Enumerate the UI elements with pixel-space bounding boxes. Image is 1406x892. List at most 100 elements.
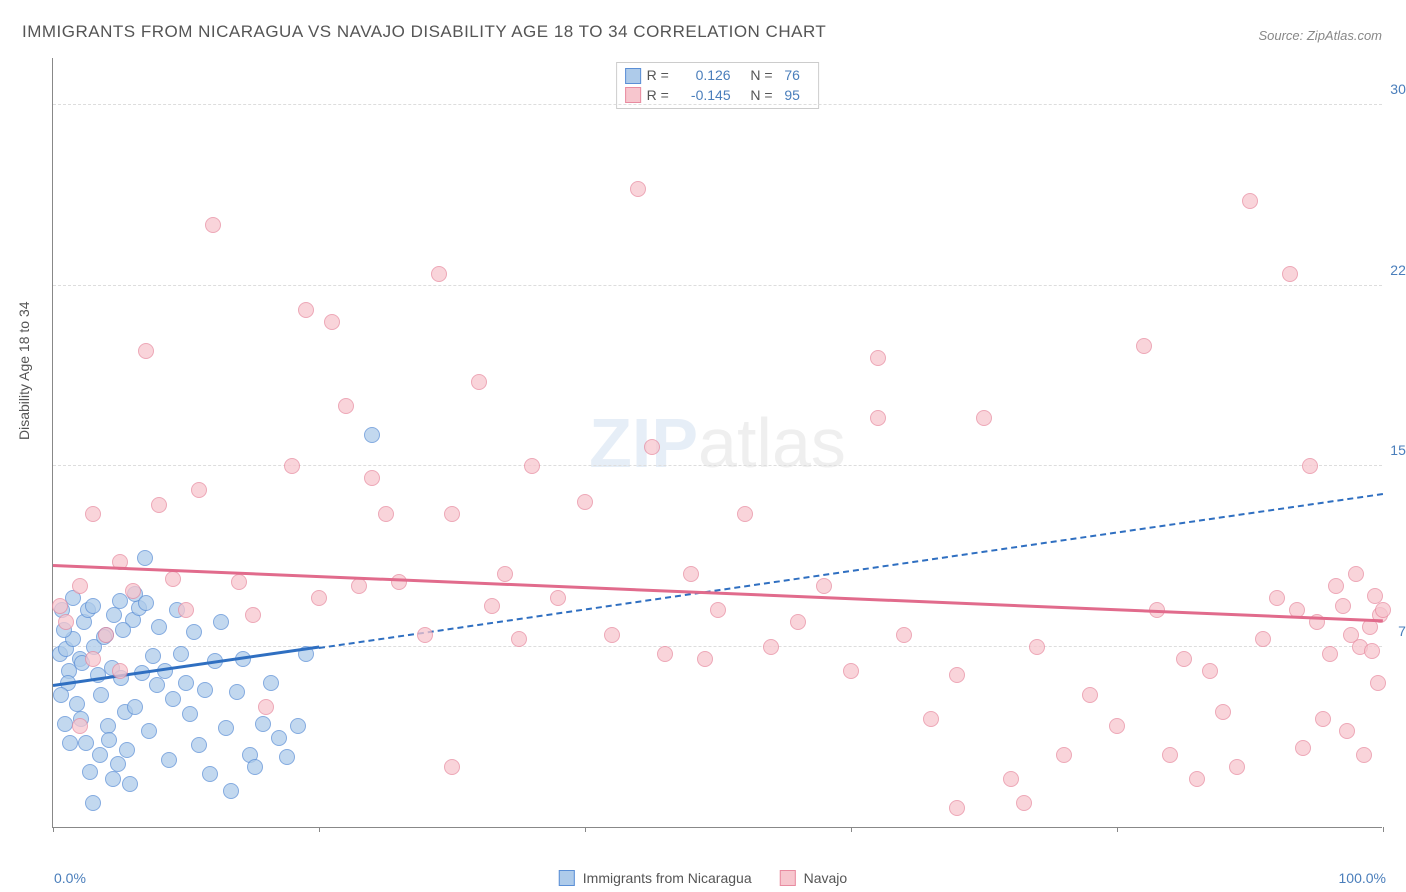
data-point-nicaragua [271,730,287,746]
xtick [1117,827,1118,832]
data-point-navajo [497,566,513,582]
data-point-navajo [1328,578,1344,594]
data-point-navajo [98,627,114,643]
data-point-navajo [324,314,340,330]
data-point-nicaragua [105,771,121,787]
data-point-nicaragua [182,706,198,722]
n-label: N = [750,86,778,106]
data-point-nicaragua [62,735,78,751]
data-point-nicaragua [119,742,135,758]
ytick-label: 15.0% [1386,442,1406,458]
correlation-stats-box: R = 0.126 N = 76R = -0.145 N = 95 [616,62,820,109]
data-point-navajo [151,497,167,513]
data-point-navajo [338,398,354,414]
x-axis-min-label: 0.0% [54,870,86,886]
data-point-navajo [1056,747,1072,763]
data-point-navajo [976,410,992,426]
data-point-nicaragua [197,682,213,698]
legend-item-nicaragua: Immigrants from Nicaragua [559,870,752,886]
data-point-nicaragua [186,624,202,640]
data-point-navajo [1255,631,1271,647]
data-point-navajo [1322,646,1338,662]
data-point-navajo [870,350,886,366]
data-point-nicaragua [78,735,94,751]
data-point-navajo [1162,747,1178,763]
n-value: 76 [784,66,810,86]
data-point-navajo [444,759,460,775]
data-point-nicaragua [229,684,245,700]
ytick-label: 30.0% [1386,81,1406,97]
data-point-navajo [258,699,274,715]
data-point-navajo [604,627,620,643]
data-point-navajo [231,574,247,590]
data-point-navajo [311,590,327,606]
data-point-navajo [85,651,101,667]
n-label: N = [750,66,778,86]
data-point-nicaragua [101,732,117,748]
data-point-nicaragua [178,675,194,691]
data-point-navajo [431,266,447,282]
data-point-nicaragua [127,699,143,715]
data-point-nicaragua [82,764,98,780]
gridline [53,465,1382,466]
data-point-navajo [351,578,367,594]
legend-swatch [780,870,796,886]
legend-swatch [625,68,641,84]
data-point-navajo [417,627,433,643]
data-point-navajo [205,217,221,233]
gridline [53,285,1382,286]
r-label: R = [647,66,675,86]
data-point-navajo [52,598,68,614]
legend-label: Navajo [804,870,848,886]
data-point-nicaragua [93,687,109,703]
data-point-nicaragua [85,598,101,614]
xtick [319,827,320,832]
data-point-navajo [1335,598,1351,614]
data-point-navajo [577,494,593,510]
data-point-navajo [1109,718,1125,734]
n-value: 95 [784,86,810,106]
x-axis-max-label: 100.0% [1339,870,1386,886]
data-point-navajo [178,602,194,618]
xtick [1383,827,1384,832]
data-point-navajo [364,470,380,486]
data-point-navajo [1356,747,1372,763]
data-point-navajo [1302,458,1318,474]
data-point-nicaragua [202,766,218,782]
data-point-navajo [191,482,207,498]
data-point-nicaragua [173,646,189,662]
data-point-navajo [1370,675,1386,691]
data-point-navajo [378,506,394,522]
data-point-navajo [125,583,141,599]
data-point-navajo [524,458,540,474]
data-point-navajo [657,646,673,662]
r-value: -0.145 [681,86,731,106]
data-point-nicaragua [106,607,122,623]
data-point-nicaragua [85,795,101,811]
data-point-navajo [112,663,128,679]
data-point-nicaragua [138,595,154,611]
data-point-navajo [1315,711,1331,727]
data-point-nicaragua [364,427,380,443]
data-point-navajo [1016,795,1032,811]
data-point-navajo [165,571,181,587]
data-point-navajo [550,590,566,606]
data-point-nicaragua [223,783,239,799]
xtick [851,827,852,832]
data-point-navajo [72,578,88,594]
data-point-navajo [444,506,460,522]
trend-line [319,493,1383,649]
data-point-nicaragua [115,622,131,638]
data-point-nicaragua [92,747,108,763]
data-point-navajo [949,800,965,816]
data-point-navajo [1202,663,1218,679]
data-point-navajo [484,598,500,614]
data-point-navajo [1375,602,1391,618]
stats-row-nicaragua: R = 0.126 N = 76 [625,66,811,86]
r-value: 0.126 [681,66,731,86]
data-point-navajo [85,506,101,522]
data-point-nicaragua [279,749,295,765]
gridline [53,646,1382,647]
data-point-navajo [1348,566,1364,582]
legend-label: Immigrants from Nicaragua [583,870,752,886]
